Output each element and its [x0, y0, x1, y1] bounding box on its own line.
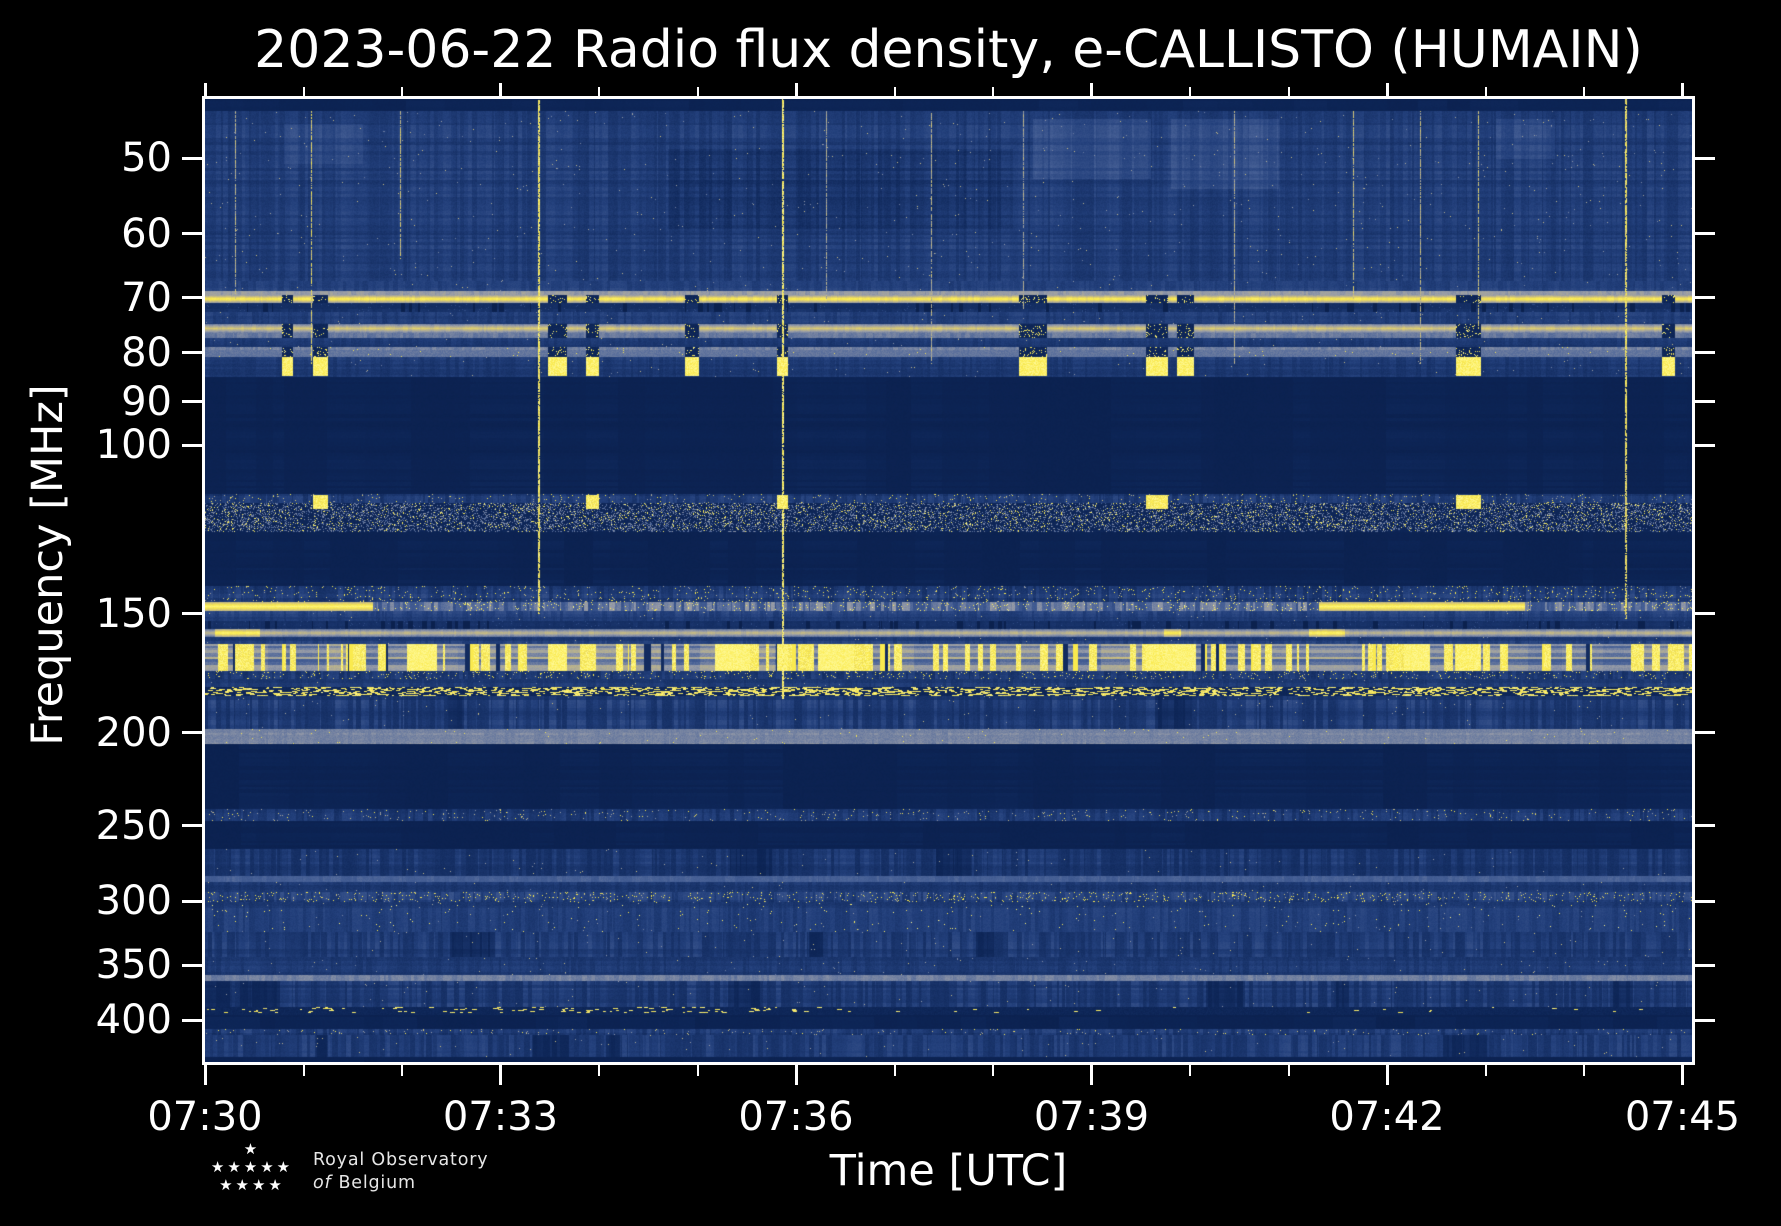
y-tick-label: 350	[95, 942, 172, 989]
x-tick-label: 07:36	[738, 1094, 854, 1140]
x-tick-label: 07:33	[442, 1094, 559, 1140]
x-tick-label: 07:30	[147, 1094, 263, 1140]
y-tick-right	[1695, 296, 1715, 300]
x-tick-top-minor	[992, 87, 994, 96]
y-tick-right	[1695, 963, 1715, 967]
y-tick-left	[182, 156, 202, 160]
y-tick-label: 300	[95, 878, 172, 925]
y-tick-left	[182, 443, 202, 447]
y-tick-right	[1695, 824, 1715, 828]
logo-line2: of Belgium	[313, 1172, 488, 1195]
x-tick-top-major	[1681, 83, 1684, 96]
x-tick-bottom-major	[499, 1065, 502, 1085]
x-axis-label: Time [UTC]	[829, 1146, 1068, 1196]
x-tick-top-minor	[598, 87, 600, 96]
x-tick-top-major	[1090, 83, 1093, 96]
x-tick-bottom-minor	[992, 1065, 994, 1076]
x-tick-bottom-minor	[893, 1065, 896, 1076]
x-tick-bottom-minor	[696, 1065, 699, 1076]
y-tick-label: 150	[95, 590, 172, 637]
spectrogram-canvas	[205, 99, 1692, 1062]
rob-logo-star-row-1: ★★★★★	[210, 1158, 294, 1176]
y-tick-left	[182, 612, 202, 616]
x-tick-bottom-major	[794, 1065, 798, 1085]
x-tick-label: 07:42	[1329, 1094, 1445, 1140]
y-tick-right	[1695, 351, 1715, 355]
y-tick-right	[1695, 899, 1715, 903]
x-tick-bottom-minor	[598, 1065, 600, 1076]
x-tick-top-major	[794, 83, 798, 96]
rob-logo-stars: ★ ★★★★★ ★★★★	[196, 1140, 308, 1194]
y-tick-right	[1695, 731, 1715, 735]
x-tick-top-minor	[1189, 87, 1191, 96]
y-tick-label: 80	[121, 329, 172, 376]
y-tick-right	[1695, 400, 1715, 404]
x-tick-top-major	[1385, 83, 1389, 96]
y-tick-left	[182, 824, 202, 828]
x-tick-bottom-minor	[401, 1065, 403, 1076]
y-tick-right	[1695, 443, 1715, 447]
x-tick-top-major	[499, 83, 502, 96]
x-tick-top-minor	[302, 87, 305, 96]
x-tick-top-minor	[696, 87, 699, 96]
x-tick-bottom-major	[1385, 1065, 1389, 1085]
y-tick-label: 400	[95, 997, 172, 1044]
x-tick-bottom-minor	[302, 1065, 305, 1076]
y-tick-label: 200	[95, 709, 172, 756]
x-tick-bottom-major	[203, 1065, 207, 1085]
x-tick-bottom-minor	[1583, 1065, 1585, 1076]
x-tick-top-minor	[1287, 87, 1290, 96]
rob-logo-text: Royal Observatory of Belgium	[313, 1149, 488, 1195]
x-tick-bottom-minor	[1189, 1065, 1191, 1076]
x-tick-bottom-major	[1681, 1065, 1684, 1085]
x-tick-top-minor	[893, 87, 896, 96]
y-tick-label: 70	[121, 274, 172, 321]
logo-line1: Royal Observatory	[313, 1150, 489, 1170]
y-tick-label: 90	[121, 378, 172, 425]
y-tick-left	[182, 899, 202, 903]
y-tick-right	[1695, 612, 1715, 616]
y-tick-label: 100	[95, 422, 172, 469]
y-tick-left	[182, 963, 202, 967]
x-tick-bottom-minor	[1484, 1065, 1487, 1076]
y-tick-left	[182, 731, 202, 735]
x-tick-bottom-major	[1090, 1065, 1093, 1085]
y-tick-left	[182, 351, 202, 355]
y-tick-left	[182, 296, 202, 300]
y-tick-right	[1695, 1018, 1715, 1022]
y-tick-right	[1695, 232, 1715, 236]
x-tick-label: 07:39	[1033, 1094, 1150, 1140]
rob-logo-star-row-0: ★	[243, 1140, 261, 1158]
x-tick-top-major	[203, 83, 207, 96]
x-tick-label: 07:45	[1624, 1094, 1741, 1140]
logo-line2-belgium: Belgium	[338, 1173, 416, 1193]
plot-area	[202, 96, 1695, 1065]
x-tick-bottom-minor	[1287, 1065, 1290, 1076]
y-tick-label: 250	[95, 802, 172, 849]
y-tick-left	[182, 1018, 202, 1022]
y-tick-label: 50	[121, 135, 172, 181]
rob-logo-star-row-2: ★★★★	[219, 1176, 285, 1194]
y-tick-label: 60	[121, 210, 172, 257]
x-tick-top-minor	[1484, 87, 1487, 96]
y-tick-left	[182, 232, 202, 236]
x-tick-top-minor	[401, 87, 403, 96]
logo-line2-of: of	[313, 1173, 332, 1193]
x-tick-top-minor	[1583, 87, 1585, 96]
y-tick-left	[182, 400, 202, 404]
y-tick-right	[1695, 156, 1715, 160]
chart-title: 2023-06-22 Radio flux density, e-CALLIST…	[254, 20, 1643, 80]
